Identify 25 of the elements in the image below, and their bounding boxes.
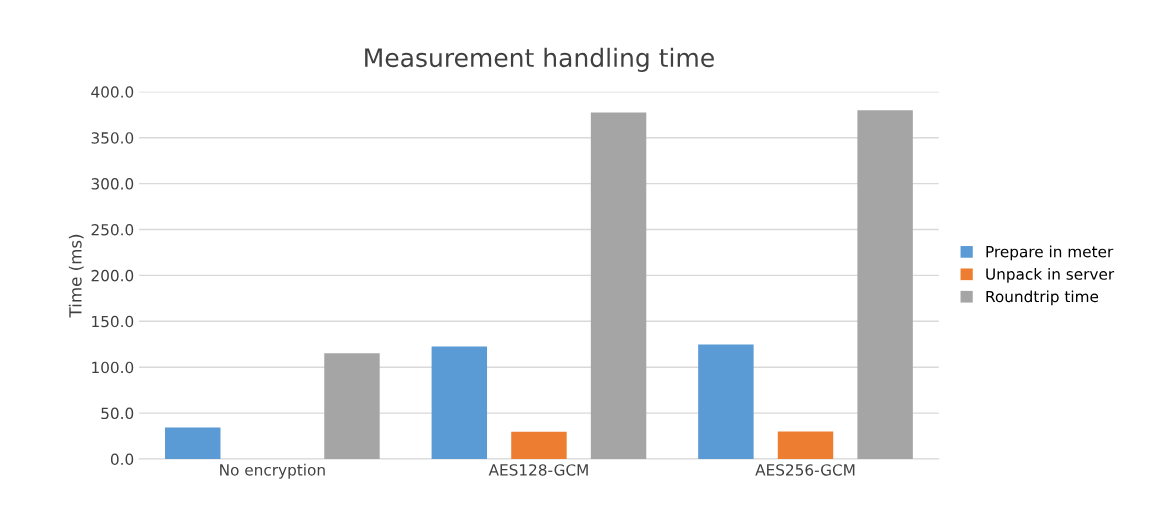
- bar: [324, 353, 380, 459]
- y-tick-label: 100.0: [92, 361, 134, 374]
- bar: [511, 431, 567, 459]
- bar: [431, 346, 488, 459]
- bar: [857, 110, 913, 459]
- y-tick-label: 150.0: [92, 315, 134, 328]
- legend-label: Prepare in meter: [986, 245, 1114, 261]
- y-tick-label: 50.0: [101, 407, 134, 420]
- y-tick-label: 250.0: [91, 223, 134, 236]
- y-tick-label: 300.0: [91, 178, 134, 190]
- x-tick-label: AES256-GCM: [755, 464, 855, 476]
- y-axis-title: Time (ms): [68, 234, 84, 318]
- bar: [590, 112, 647, 459]
- legend-label: Unpack in server: [986, 268, 1115, 283]
- y-tick-label: 400.0: [91, 86, 134, 98]
- x-tick-label: AES128-GCM: [488, 464, 588, 476]
- legend-label: Roundtrip time: [986, 290, 1099, 306]
- y-tick-label: 200.0: [91, 269, 134, 282]
- y-tick-label: 350.0: [91, 132, 134, 144]
- bar: [698, 344, 754, 459]
- bar: [165, 427, 221, 459]
- x-tick-label: No encryption: [220, 463, 325, 479]
- chart-title: Measurement handling time: [365, 47, 714, 72]
- bar: [777, 431, 834, 459]
- y-tick-label: 0.0: [110, 453, 134, 466]
